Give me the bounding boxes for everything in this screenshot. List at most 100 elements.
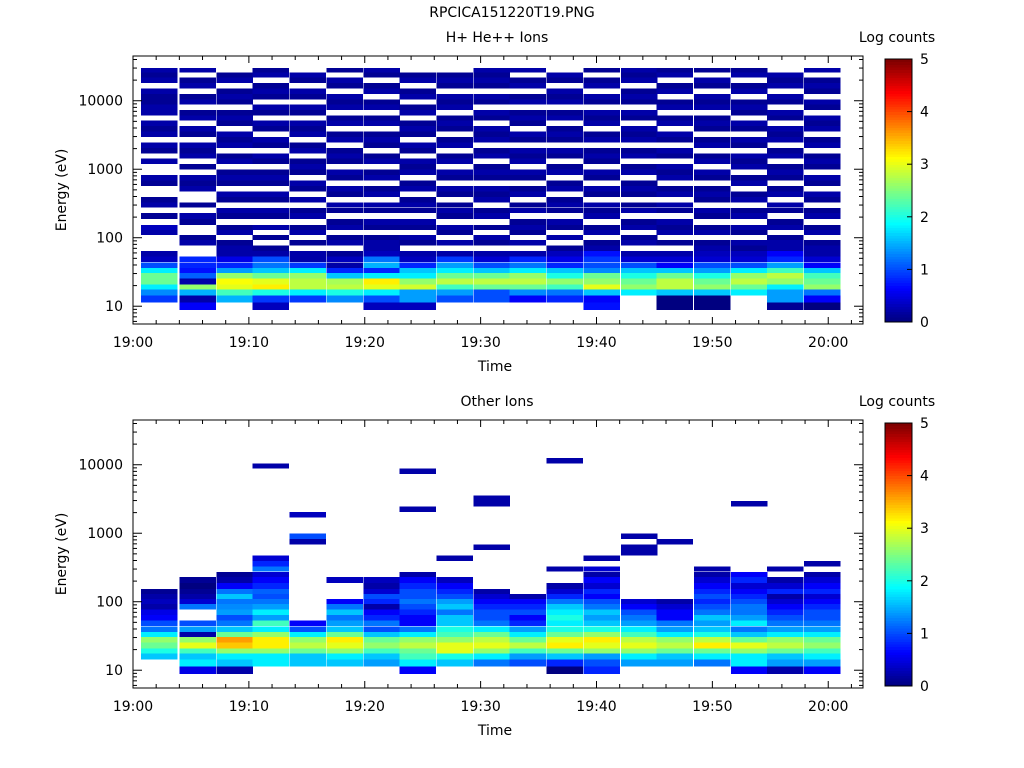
colorbar-segment: [885, 475, 912, 479]
heatmap-cell: [620, 637, 658, 643]
heatmap-cell: [656, 278, 694, 285]
heatmap-cell: [436, 594, 474, 599]
heatmap-cell: [583, 666, 621, 675]
heatmap-cell: [546, 284, 584, 290]
heatmap-cell: [509, 648, 547, 654]
heatmap-cell: [803, 191, 841, 197]
heatmap-cell: [473, 191, 511, 197]
colorbar-segment: [885, 80, 912, 84]
heatmap-cell: [289, 230, 326, 235]
heatmap-cell: [546, 180, 584, 186]
heatmap-cell: [803, 213, 841, 219]
heatmap-cell: [546, 295, 584, 303]
heatmap-cell: [179, 180, 216, 186]
heatmap-cell: [179, 142, 216, 148]
heatmap-cell: [179, 115, 216, 121]
heatmap-cell: [436, 577, 474, 583]
heatmap-cell: [620, 67, 658, 73]
colorbar-segment: [885, 446, 912, 450]
heatmap-cell: [766, 77, 804, 83]
colorbar-tick-label: 0: [920, 679, 929, 695]
heatmap-cell: [693, 142, 731, 148]
heatmap-cell: [436, 278, 474, 285]
heatmap-cell: [546, 202, 584, 208]
colorbar-segment: [885, 441, 912, 445]
colorbar-segment: [885, 182, 912, 186]
heatmap-cell: [509, 659, 547, 667]
heatmap-cell: [252, 653, 289, 660]
heatmap-cell: [399, 278, 436, 285]
heatmap-cell: [216, 648, 253, 654]
colorbar-segment: [885, 491, 912, 495]
colorbar-segment: [885, 593, 912, 598]
heatmap-cell: [620, 631, 658, 638]
colorbar-segment: [885, 266, 912, 270]
heatmap-cell: [620, 251, 658, 257]
heatmap-cell: [656, 539, 694, 545]
heatmap-cell: [141, 67, 178, 73]
heatmap-cell: [656, 284, 694, 290]
colorbar-segment: [885, 643, 912, 648]
heatmap-cell: [436, 604, 474, 610]
heatmap-cell: [289, 224, 326, 230]
heatmap-cell: [730, 240, 768, 246]
heatmap-cell: [399, 77, 436, 83]
heatmap-cell: [179, 218, 216, 225]
colorbar-segment: [885, 662, 912, 666]
heatmap-cell: [141, 77, 178, 83]
heatmap-cell: [252, 609, 289, 616]
heatmap-cell: [693, 594, 731, 599]
heatmap-cell: [766, 191, 804, 197]
heatmap-cell: [141, 284, 178, 290]
heatmap-cell: [693, 197, 731, 203]
heatmap-cell: [216, 594, 253, 599]
heatmap-cell: [730, 213, 768, 219]
colorbar-segment: [885, 554, 912, 558]
heatmap-cell: [399, 571, 436, 578]
heatmap-cell: [216, 604, 253, 610]
heatmap-cell: [363, 169, 401, 176]
heatmap-cell: [216, 295, 253, 303]
heatmap-cell: [583, 289, 621, 296]
heatmap-cell: [179, 278, 216, 285]
colorbar-segment: [885, 237, 912, 242]
heatmap-cell: [363, 273, 401, 279]
heatmap-cell: [730, 642, 768, 649]
heatmap-cell: [363, 582, 401, 589]
heatmap-cell: [399, 207, 436, 214]
heatmap-cell: [656, 615, 694, 621]
heatmap-cell: [216, 588, 253, 594]
heatmap-cell: [730, 637, 768, 643]
colorbar-segment: [885, 428, 912, 432]
heatmap-cell: [399, 582, 436, 589]
heatmap-cell: [363, 235, 401, 241]
heatmap-cell: [583, 77, 621, 83]
heatmap-cell: [546, 131, 584, 138]
heatmap-cell: [326, 131, 363, 138]
heatmap-cell: [546, 648, 584, 654]
heatmap-cell: [473, 110, 511, 116]
heatmap-cell: [730, 142, 768, 148]
heatmap-cell: [289, 207, 326, 214]
heatmap-cell: [399, 609, 436, 616]
heatmap-cell: [252, 284, 289, 290]
heatmap-cell: [730, 245, 768, 252]
heatmap-cell: [436, 609, 474, 616]
y-tick-label: 10: [105, 299, 123, 315]
colorbar-segment: [885, 206, 912, 210]
heatmap-cell: [730, 230, 768, 235]
colorbar-segment: [885, 451, 912, 456]
colorbar-segment: [885, 253, 912, 257]
heatmap-cell: [363, 99, 401, 105]
heatmap-cell: [766, 594, 804, 599]
heatmap-cell: [399, 158, 436, 165]
heatmap-cell: [252, 175, 289, 181]
heatmap-cell: [216, 284, 253, 290]
heatmap-cell: [730, 197, 768, 203]
heatmap-cell: [363, 120, 401, 126]
heatmap-cell: [583, 169, 621, 176]
heatmap-cell: [730, 207, 768, 214]
heatmap-cell: [803, 164, 841, 170]
colorbar-segment: [885, 127, 912, 131]
heatmap-cell: [399, 302, 436, 311]
